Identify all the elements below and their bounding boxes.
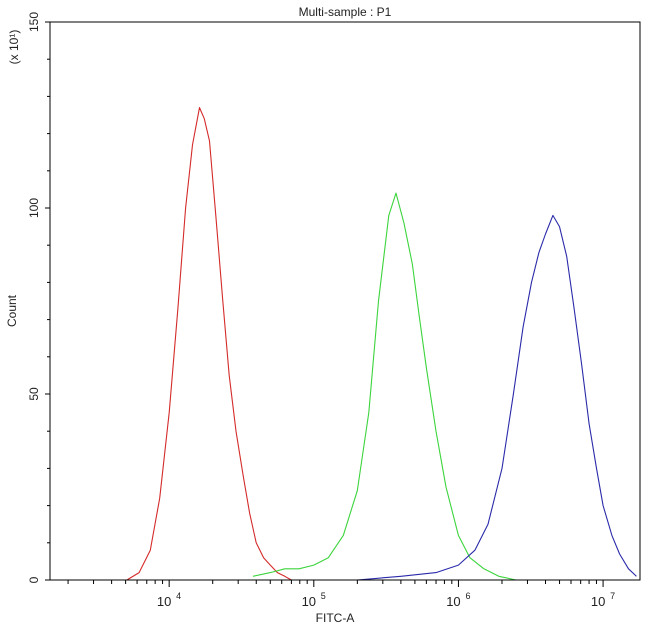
- x-tick-label: 10: [591, 594, 605, 609]
- y-tick-label: 150: [27, 12, 41, 32]
- x-tick-exponent: 7: [610, 591, 615, 601]
- x-axis-label: FITC-A: [316, 611, 355, 625]
- x-tick-exponent: 6: [465, 591, 470, 601]
- x-tick-exponent: 4: [176, 591, 181, 601]
- x-tick-label: 10: [302, 594, 316, 609]
- y-axis-multiplier-label: (x 10¹): [7, 30, 21, 65]
- x-tick-exponent: 5: [321, 591, 326, 601]
- series-line-2: [252, 192, 517, 581]
- y-tick-label: 50: [27, 387, 41, 401]
- y-tick-label: 0: [27, 576, 41, 583]
- x-tick-label: 10: [446, 594, 460, 609]
- series-layer: [126, 107, 637, 581]
- series-line-3: [357, 214, 637, 581]
- plot-frame: [49, 21, 641, 581]
- chart-title: Multi-sample : P1: [299, 5, 392, 19]
- y-tick-label: 100: [27, 198, 41, 218]
- x-tick-label: 10: [157, 594, 171, 609]
- axes-layer: 0 50 100 150 10 4 10 5 10 6 10 7: [27, 12, 641, 609]
- y-axis-label: Count: [5, 294, 19, 327]
- series-line-1: [126, 107, 292, 581]
